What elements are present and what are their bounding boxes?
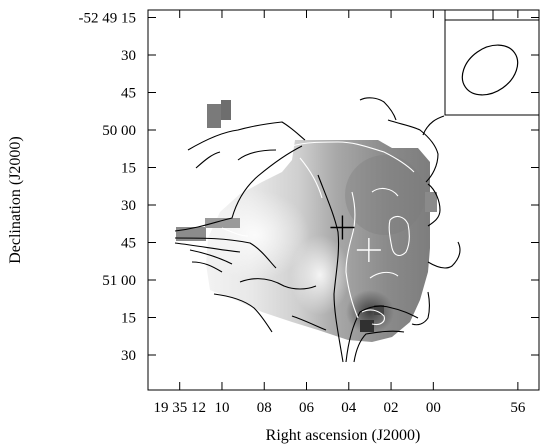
y-tick-label: 30 — [121, 348, 136, 364]
contour-overlay — [174, 97, 461, 363]
isolated-pixel — [221, 100, 231, 120]
y-axis: -52 49 15 30 45 50 00 15 30 45 51 00 15 30 — [79, 11, 539, 364]
x-tick-label: 02 — [384, 400, 399, 416]
y-axis-title: Declination (J2000) — [7, 136, 24, 264]
y-tick-label: 15 — [121, 311, 136, 327]
y-tick-label: -52 49 15 — [79, 11, 137, 27]
y-tick-label: 45 — [121, 86, 136, 102]
isolated-pixel — [176, 227, 206, 241]
beam-ellipse — [461, 44, 519, 96]
y-tick-label: 45 — [121, 236, 136, 252]
y-tick-label: 51 00 — [102, 273, 136, 289]
isolated-pixel — [207, 104, 221, 128]
x-tick-label: 10 — [214, 400, 229, 416]
x-axis: 19 35 12 10 08 06 04 02 00 56 — [153, 10, 526, 416]
x-tick-label: 06 — [299, 400, 315, 416]
x-tick-label: 56 — [510, 400, 526, 416]
x-tick-label: 08 — [257, 400, 272, 416]
x-tick-label: 19 35 12 — [153, 400, 206, 416]
beam-inset — [444, 9, 540, 116]
isolated-pixel — [205, 218, 240, 228]
y-tick-label: 30 — [121, 48, 136, 64]
x-tick-label: 00 — [426, 400, 441, 416]
x-tick-label: 04 — [341, 400, 357, 416]
plot-frame — [147, 9, 540, 391]
x-axis-title: Right ascension (J2000) — [266, 427, 421, 444]
y-tick-label: 30 — [121, 198, 136, 214]
y-tick-label: 15 — [121, 161, 136, 177]
markers — [330, 215, 381, 262]
y-tick-label: 50 00 — [102, 123, 136, 139]
isolated-pixel — [425, 192, 437, 212]
